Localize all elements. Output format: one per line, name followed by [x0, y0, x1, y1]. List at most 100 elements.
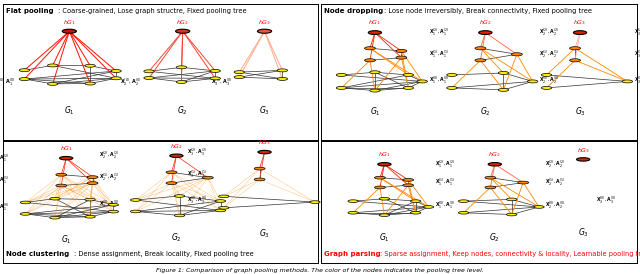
Ellipse shape [488, 162, 502, 166]
Ellipse shape [506, 198, 517, 201]
Text: $\mathbf{X}_3^{(2)},\mathbf{A}_3^{(2)}$: $\mathbf{X}_3^{(2)},\mathbf{A}_3^{(2)}$ [634, 27, 640, 38]
Ellipse shape [458, 200, 468, 202]
Text: Flat pooling: Flat pooling [6, 8, 54, 14]
Ellipse shape [458, 212, 468, 214]
Ellipse shape [378, 162, 391, 166]
Ellipse shape [379, 214, 390, 216]
Text: $\mathbf{X}_2^{(1)},\mathbf{A}_2^{(1)}$: $\mathbf{X}_2^{(1)},\mathbf{A}_2^{(1)}$ [539, 49, 559, 60]
Text: $hG_1$: $hG_1$ [378, 150, 391, 159]
Text: Graph parsing: Graph parsing [324, 251, 381, 257]
Ellipse shape [56, 184, 67, 187]
Text: $G_1$: $G_1$ [379, 231, 390, 244]
Ellipse shape [131, 199, 141, 201]
Ellipse shape [370, 71, 380, 74]
Ellipse shape [365, 47, 376, 50]
Ellipse shape [374, 186, 385, 189]
Ellipse shape [336, 73, 347, 76]
Ellipse shape [479, 31, 492, 35]
Text: : Dense assignment, Break locality, Fixed pooling tree: : Dense assignment, Break locality, Fixe… [74, 251, 254, 257]
Ellipse shape [210, 69, 220, 72]
Ellipse shape [570, 47, 580, 50]
Ellipse shape [403, 73, 413, 76]
Ellipse shape [254, 178, 265, 181]
Ellipse shape [518, 181, 529, 184]
Text: $G_1$: $G_1$ [369, 106, 380, 118]
Ellipse shape [277, 69, 287, 72]
Ellipse shape [176, 66, 187, 69]
Ellipse shape [368, 31, 381, 35]
Text: $hG_2$: $hG_2$ [479, 18, 492, 27]
Ellipse shape [417, 80, 428, 83]
Text: $hG_1$: $hG_1$ [60, 144, 73, 153]
Ellipse shape [85, 198, 95, 201]
Ellipse shape [573, 31, 587, 35]
Text: $\mathbf{X}_3^{(1)},\mathbf{A}_3^{(1)}$: $\mathbf{X}_3^{(1)},\mathbf{A}_3^{(1)}$ [634, 49, 640, 60]
Text: : Sparse assignment, Keep nodes, connectivity & locality, Learnable pooling tree: : Sparse assignment, Keep nodes, connect… [380, 251, 640, 257]
Text: $G_2$: $G_2$ [480, 106, 491, 118]
Text: $\mathbf{X}_2^{(2)},\mathbf{A}_2^{(2)}$: $\mathbf{X}_2^{(2)},\mathbf{A}_2^{(2)}$ [545, 159, 566, 170]
Ellipse shape [541, 73, 552, 76]
Ellipse shape [254, 167, 265, 170]
Ellipse shape [215, 209, 226, 212]
Text: $\mathbf{X}_3^{(1)},\mathbf{A}_3^{(1)}$: $\mathbf{X}_3^{(1)},\mathbf{A}_3^{(1)}$ [188, 169, 208, 180]
Text: $\mathbf{X}_2^{(0)},\mathbf{A}_2^{(0)}$: $\mathbf{X}_2^{(0)},\mathbf{A}_2^{(0)}$ [539, 75, 559, 86]
Text: $\mathbf{X}_2^{(1)},\mathbf{A}_2^{(1)}$: $\mathbf{X}_2^{(1)},\mathbf{A}_2^{(1)}$ [545, 177, 566, 188]
Text: $\mathbf{X}_2^{(2)},\mathbf{A}_2^{(2)}$: $\mathbf{X}_2^{(2)},\mathbf{A}_2^{(2)}$ [99, 150, 120, 161]
Ellipse shape [396, 49, 407, 53]
Ellipse shape [111, 77, 121, 80]
Ellipse shape [108, 203, 118, 206]
Text: $hG_1$: $hG_1$ [369, 18, 381, 27]
Ellipse shape [447, 86, 457, 89]
Ellipse shape [47, 64, 58, 67]
Ellipse shape [131, 210, 141, 213]
Text: $\mathbf{X}_3^{(2)},\mathbf{A}_3^{(2)}$: $\mathbf{X}_3^{(2)},\mathbf{A}_3^{(2)}$ [188, 146, 208, 158]
Ellipse shape [166, 171, 177, 174]
Ellipse shape [108, 210, 118, 213]
Ellipse shape [166, 182, 177, 184]
Text: $G_3$: $G_3$ [259, 104, 270, 117]
Ellipse shape [234, 76, 244, 79]
Ellipse shape [348, 200, 358, 202]
Ellipse shape [144, 70, 154, 73]
Text: $G_3$: $G_3$ [575, 106, 586, 118]
Ellipse shape [379, 198, 390, 200]
Ellipse shape [50, 197, 60, 200]
Text: $\mathbf{X}_1^{(0)},\mathbf{A}_1^{(0)}$: $\mathbf{X}_1^{(0)},\mathbf{A}_1^{(0)}$ [429, 75, 449, 86]
Ellipse shape [85, 215, 95, 218]
Ellipse shape [87, 182, 98, 184]
Text: $\mathbf{X}_1^{(2)},\mathbf{A}_1^{(2)}$: $\mathbf{X}_1^{(2)},\mathbf{A}_1^{(2)}$ [0, 153, 10, 164]
Text: $G_1$: $G_1$ [64, 104, 75, 117]
Ellipse shape [485, 186, 496, 189]
Text: $hG_3$: $hG_3$ [573, 18, 587, 27]
Ellipse shape [511, 53, 522, 56]
Ellipse shape [365, 59, 376, 62]
Ellipse shape [499, 89, 509, 91]
Text: $\mathbf{X}_2^{(1)},\mathbf{A}_2^{(1)}$: $\mathbf{X}_2^{(1)},\mathbf{A}_2^{(1)}$ [99, 172, 120, 183]
Ellipse shape [310, 201, 320, 203]
Ellipse shape [210, 77, 220, 80]
Ellipse shape [348, 212, 358, 214]
Ellipse shape [175, 29, 190, 33]
Text: Figure 1: Comparison of graph pooling methods. The color of the nodes indicates : Figure 1: Comparison of graph pooling me… [156, 268, 484, 273]
Text: $\mathbf{X}_1^{(1)},\mathbf{A}_1^{(1)}$: $\mathbf{X}_1^{(1)},\mathbf{A}_1^{(1)}$ [435, 177, 456, 188]
Text: $\mathbf{X}_2^{(0)},\mathbf{A}_2^{(0)}$: $\mathbf{X}_2^{(0)},\mathbf{A}_2^{(0)}$ [99, 199, 120, 210]
Text: $G_3$: $G_3$ [259, 228, 270, 240]
Ellipse shape [534, 206, 544, 208]
Ellipse shape [277, 78, 287, 80]
Ellipse shape [403, 86, 413, 89]
Ellipse shape [60, 156, 73, 160]
Ellipse shape [87, 176, 98, 179]
Ellipse shape [258, 150, 271, 154]
Ellipse shape [447, 73, 457, 76]
Ellipse shape [20, 201, 31, 204]
Ellipse shape [234, 71, 244, 74]
Ellipse shape [475, 59, 486, 62]
Ellipse shape [403, 178, 413, 181]
Text: $hG_3$: $hG_3$ [258, 138, 271, 147]
Ellipse shape [396, 56, 407, 59]
Ellipse shape [570, 59, 580, 62]
Ellipse shape [47, 82, 58, 85]
Text: $\mathbf{X}_1^{(1)},\mathbf{A}_1^{(1)}$: $\mathbf{X}_1^{(1)},\mathbf{A}_1^{(1)}$ [429, 49, 449, 60]
Text: $\mathbf{X}_1^{(1)},\mathbf{A}_1^{(1)}$: $\mathbf{X}_1^{(1)},\mathbf{A}_1^{(1)}$ [0, 175, 10, 186]
Text: $hG_3$: $hG_3$ [577, 145, 589, 155]
